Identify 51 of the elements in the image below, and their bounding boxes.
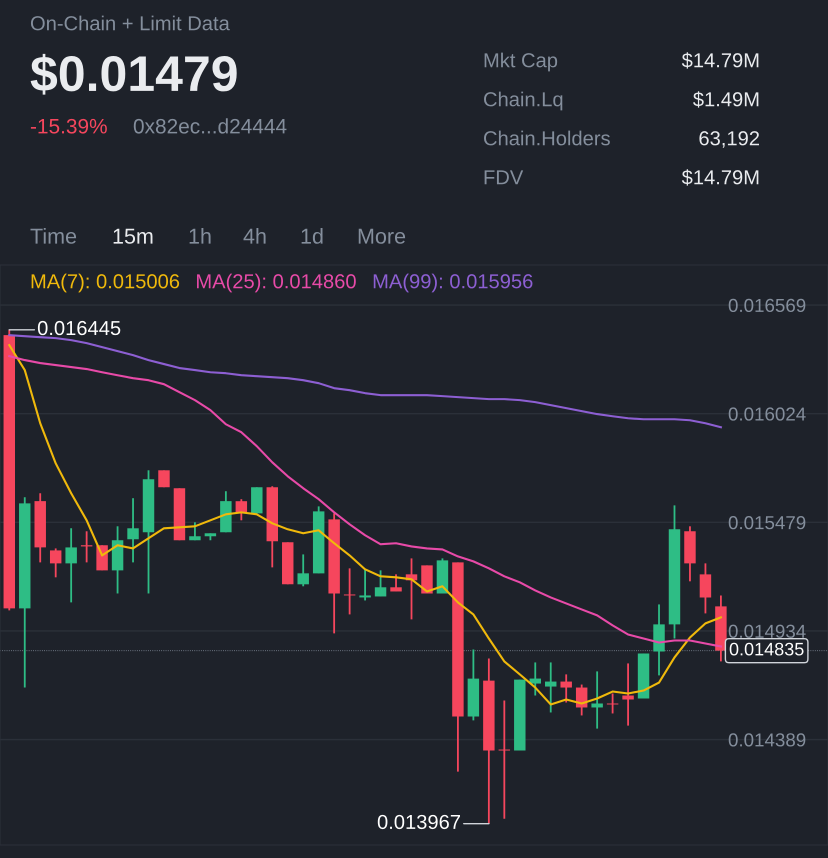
candlestick <box>127 497 139 564</box>
text: Time <box>30 228 76 244</box>
candlestick <box>576 684 588 716</box>
chart-title: On-Chain + Limit Data <box>30 16 230 30</box>
text: More <box>358 228 406 244</box>
text: MA(7): 0.015006 <box>32 274 180 292</box>
candlestick <box>297 553 309 588</box>
text: Mkt Cap <box>484 52 558 72</box>
text: 1d <box>302 228 323 244</box>
candlestick <box>530 662 541 696</box>
text: MA(25): 0.014860 <box>197 274 356 292</box>
candlestick <box>622 662 634 727</box>
candlestick <box>80 530 92 564</box>
line-series <box>8 355 722 648</box>
candlestick <box>560 673 572 704</box>
y-tick-label: 0.014389 <box>728 733 806 747</box>
text: Chain.Lq <box>484 92 562 110</box>
text: 1h <box>190 228 211 244</box>
candlestick <box>606 692 618 714</box>
text: 0x82ec...d24444 <box>134 118 286 134</box>
text: FDV <box>484 170 524 184</box>
candlestick <box>545 662 556 714</box>
annotation: 0.016445 <box>38 320 120 336</box>
candlestick <box>390 573 402 592</box>
candlestick <box>700 562 712 614</box>
text: 63,192 <box>699 131 759 148</box>
line-series <box>8 344 722 706</box>
candlestick <box>591 670 603 730</box>
text: 4h <box>243 228 266 244</box>
candlestick <box>189 521 201 542</box>
annotation: 0.013967 <box>378 814 460 830</box>
candlestick <box>374 569 386 598</box>
text: $14.79M <box>682 52 758 69</box>
y-tick-label: 0.015479 <box>728 516 806 530</box>
candlestick <box>498 700 510 820</box>
ref-line-label: 0.014835 <box>730 642 804 656</box>
candlestick <box>50 548 62 578</box>
y-tick-label: 0.016024 <box>728 407 806 421</box>
text: $1.49M <box>693 91 758 108</box>
candlestick <box>65 527 77 604</box>
y-tick-label: 0.014934 <box>728 624 806 638</box>
text: -15.39% <box>30 118 107 134</box>
candlestick <box>359 568 371 602</box>
text: MA(99): 0.015956 <box>374 274 532 292</box>
candlestick <box>344 567 356 616</box>
text: 15m <box>114 228 152 244</box>
y-tick-label: 0.016569 <box>728 298 806 312</box>
text: Chain.Holders <box>484 130 610 146</box>
text: $14.79M <box>682 169 758 186</box>
chart-subtitle: $0.01479 <box>30 54 237 95</box>
line-series <box>8 334 722 428</box>
